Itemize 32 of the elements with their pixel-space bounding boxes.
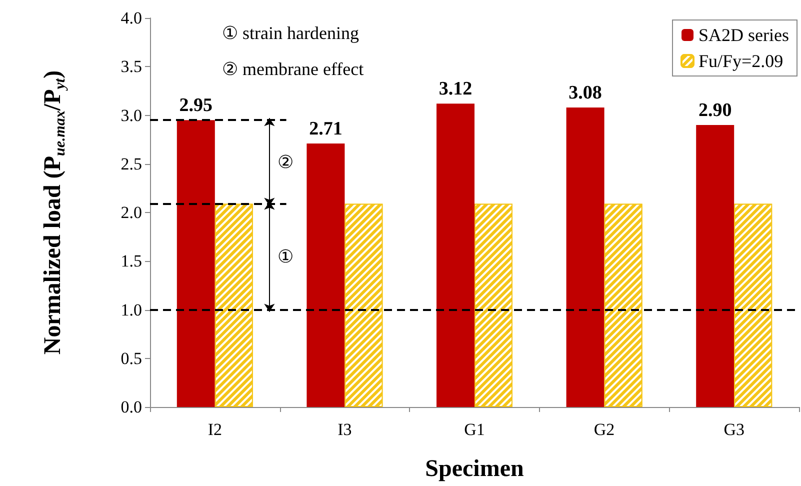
bar xyxy=(566,107,604,407)
annotation: ② xyxy=(277,152,294,172)
annotation: ① strain hardening xyxy=(222,23,359,43)
x-tick-label: G1 xyxy=(464,420,485,439)
bar xyxy=(696,124,734,407)
x-tick-label: I3 xyxy=(338,420,352,439)
x-tick-label: I2 xyxy=(208,420,222,439)
x-tick-label: G2 xyxy=(594,420,615,439)
text: 2.0 xyxy=(120,203,142,222)
legend-label: SA2D series xyxy=(698,25,790,45)
annotation: ② membrane effect xyxy=(222,59,364,79)
text: 4.0 xyxy=(120,8,142,28)
text: 3.5 xyxy=(120,57,142,76)
bar xyxy=(176,120,215,407)
text: 1.5 xyxy=(120,252,142,271)
text: 0.5 xyxy=(120,348,142,368)
annotation: ① xyxy=(277,246,294,267)
legend-label: Fu/Fy=2.09 xyxy=(698,51,784,71)
x-tick-label: G3 xyxy=(724,420,744,439)
data-label: 2.95 xyxy=(179,95,213,116)
data-label: 3.08 xyxy=(568,82,602,104)
bar xyxy=(436,104,474,407)
text: 0.0 xyxy=(120,398,142,416)
text: 1.0 xyxy=(120,300,142,320)
data-label: 3.12 xyxy=(438,78,472,100)
x-axis-title: Specimen xyxy=(425,456,524,482)
bar xyxy=(306,143,345,407)
data-label: 2.90 xyxy=(698,100,732,121)
text: 3.0 xyxy=(120,106,142,125)
text: 2.5 xyxy=(120,154,142,174)
y-axis-title: Normalized load (Pue.max/Pyt) xyxy=(40,70,68,355)
data-label: 2.71 xyxy=(309,118,342,140)
